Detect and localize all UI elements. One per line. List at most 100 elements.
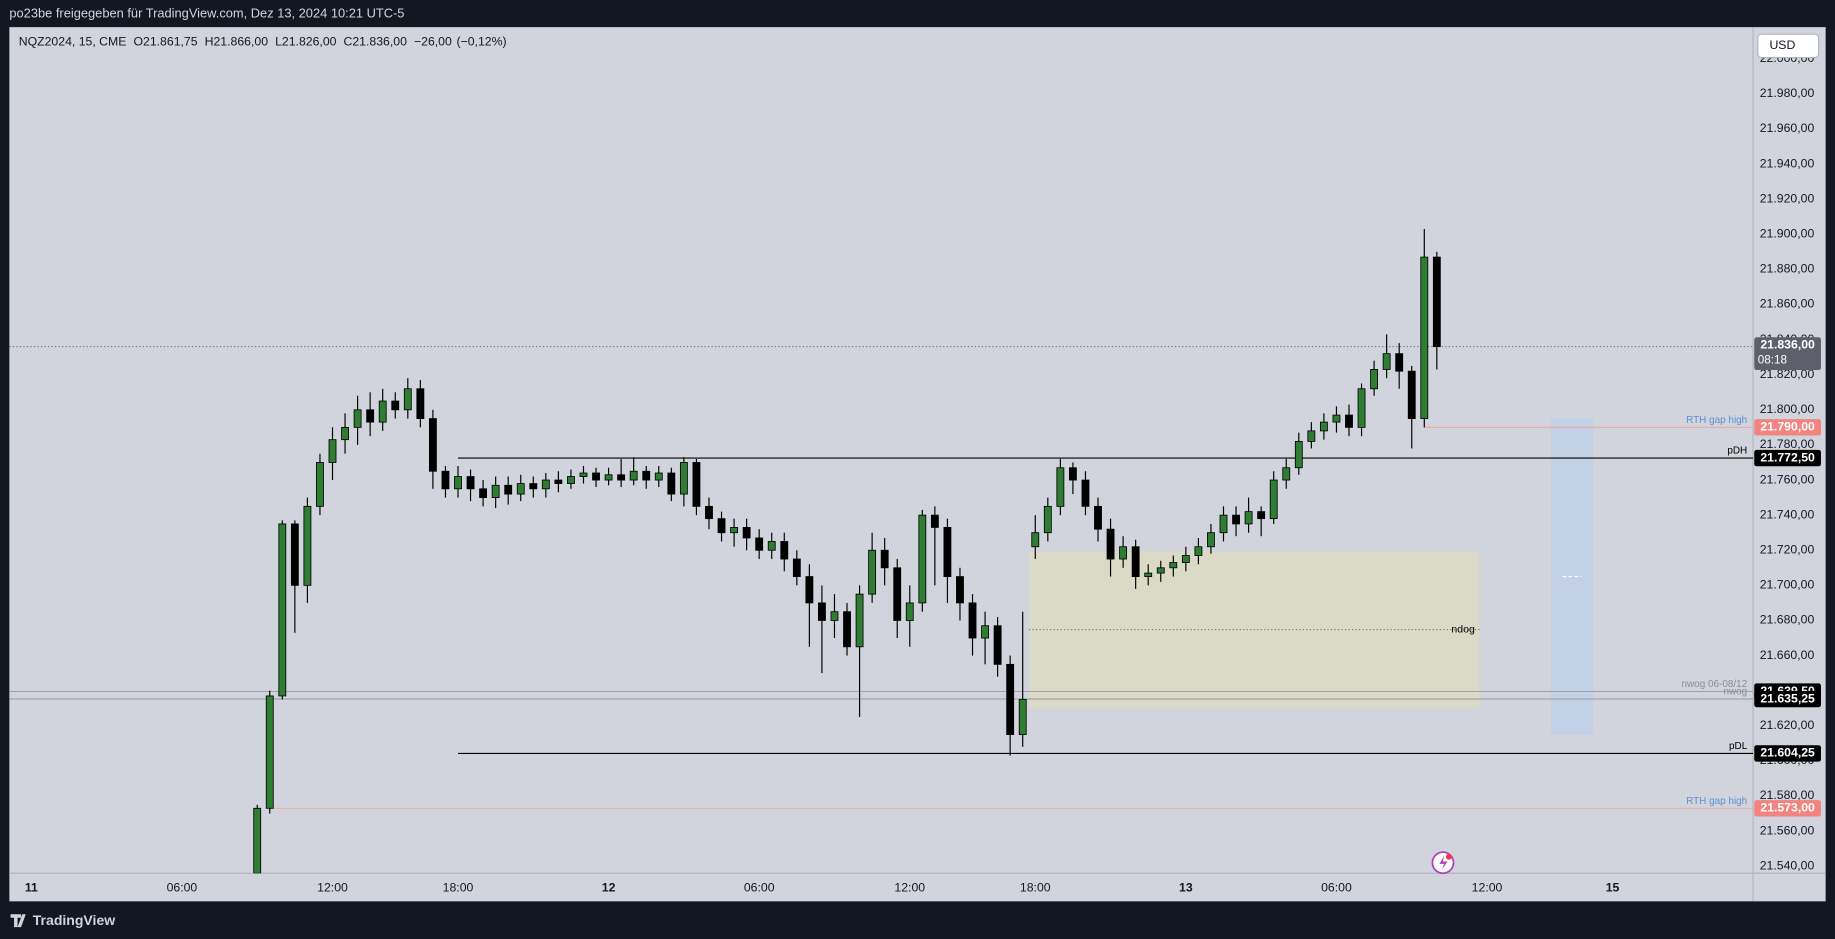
candle-body: [1282, 467, 1291, 481]
brand-name: TradingView: [33, 912, 115, 928]
candle-body: [1382, 353, 1391, 370]
candle-body: [579, 472, 588, 477]
x-tick-label: 11: [25, 881, 38, 895]
y-tick-label: 21.700,00: [1760, 578, 1815, 592]
price-tag-label: 21.635,25: [1760, 691, 1815, 705]
candle-body: [341, 426, 349, 441]
legend-value: 21.836,00: [352, 35, 407, 49]
last-price-tag: [1754, 337, 1821, 371]
candle-body: [767, 541, 776, 551]
candle-body: [830, 611, 839, 621]
candle-body: [504, 484, 513, 495]
candle-body: [1319, 421, 1328, 432]
candle-body: [1370, 369, 1379, 390]
candle-body: [1332, 414, 1341, 423]
level-name: nwog 06-08/12: [1681, 679, 1747, 690]
candle-body: [1006, 663, 1015, 735]
candle-body: [1094, 505, 1102, 530]
level-name: RTH gap high: [1686, 796, 1747, 807]
legend-value: 21.826,00: [282, 35, 337, 49]
level-name: nwog: [1723, 687, 1747, 698]
candle-body: [905, 602, 914, 621]
currency-button[interactable]: [1757, 33, 1820, 59]
brand-logo: [10, 914, 26, 928]
candle-body: [366, 409, 375, 423]
legend-change: −26,00: [414, 35, 452, 49]
legend-value: 21.866,00: [213, 35, 268, 49]
alert-dot: [1445, 853, 1452, 860]
y-tick-label: 21.860,00: [1760, 297, 1815, 311]
candle-body: [1232, 514, 1240, 525]
candle-body: [692, 462, 701, 507]
y-tick-label: 21.540,00: [1760, 858, 1815, 872]
candle-body: [479, 488, 488, 498]
candle-body: [454, 476, 462, 490]
candle-body: [818, 602, 826, 621]
candle-body: [780, 541, 789, 560]
countdown-label: 08:18: [1758, 354, 1787, 367]
candle-body: [1345, 414, 1353, 428]
alert-glyph: [1439, 855, 1448, 870]
candle-body: [1131, 546, 1140, 577]
x-tick-label: 18:00: [443, 881, 474, 895]
candle-body: [328, 439, 337, 463]
candle-body: [403, 388, 412, 411]
candle-body: [679, 462, 688, 495]
price-tag-label: 21.573,00: [1760, 801, 1815, 815]
candle-body: [792, 558, 801, 577]
candle-body: [868, 549, 877, 595]
candle-body: [805, 576, 814, 604]
level-name: pDL: [1729, 741, 1748, 752]
last-price-label: 21.836,00: [1760, 338, 1815, 352]
legend-key: L: [275, 35, 282, 49]
legend-key: C: [343, 35, 352, 49]
candle-body: [529, 483, 538, 490]
candle-body: [1269, 479, 1278, 520]
candle-body: [1307, 430, 1316, 442]
candle-body: [1144, 572, 1153, 577]
candle-body: [1294, 441, 1303, 469]
candle-body: [567, 476, 575, 484]
candle-body: [918, 514, 927, 604]
x-tick-label: 12: [602, 881, 616, 895]
candle-body: [968, 602, 977, 639]
price-tag: [1754, 690, 1821, 708]
candle-body: [642, 470, 651, 481]
candle-body: [654, 472, 663, 481]
candle-body: [1018, 699, 1027, 735]
candle-body: [1043, 505, 1052, 534]
candle-body: [1169, 562, 1178, 569]
candle-body: [1031, 532, 1040, 548]
candle-body: [1056, 467, 1065, 507]
candle-body: [253, 807, 262, 874]
y-tick-label: 21.740,00: [1760, 507, 1815, 521]
price-tag: [1754, 745, 1821, 762]
candle-body: [667, 472, 676, 495]
x-tick-label: 13: [1179, 881, 1193, 895]
share-title: po23be freigegeben für TradingView.com, …: [9, 6, 404, 21]
y-tick-label: 21.920,00: [1760, 191, 1815, 205]
candle-body: [1119, 546, 1128, 560]
axis-layer: 21.540,0021.560,0021.580,0021.600,0021.6…: [25, 51, 1821, 895]
candle-body: [1207, 532, 1215, 548]
level-name: RTH gap high: [1686, 415, 1747, 426]
price-tag-label: 21.604,25: [1760, 746, 1815, 760]
candle-body: [391, 400, 400, 411]
legend-change-pct: (−0,12%): [456, 35, 506, 49]
candle-body: [604, 474, 613, 481]
currency-label[interactable]: USD: [1769, 38, 1795, 52]
price-tag: [1754, 449, 1821, 467]
y-tick-label: 21.820,00: [1760, 367, 1815, 381]
candle-body: [491, 484, 500, 498]
candle-body: [378, 400, 387, 423]
y-tick-label: 21.940,00: [1760, 156, 1815, 170]
candle-body: [717, 518, 726, 534]
candle-body: [1219, 514, 1228, 534]
y-tick-label: 21.720,00: [1760, 542, 1815, 556]
candle-body: [1357, 388, 1366, 428]
candle-body: [993, 625, 1002, 665]
candle-body: [353, 409, 362, 428]
x-tick-label: 12:00: [894, 881, 925, 895]
candle-body: [1244, 511, 1253, 525]
